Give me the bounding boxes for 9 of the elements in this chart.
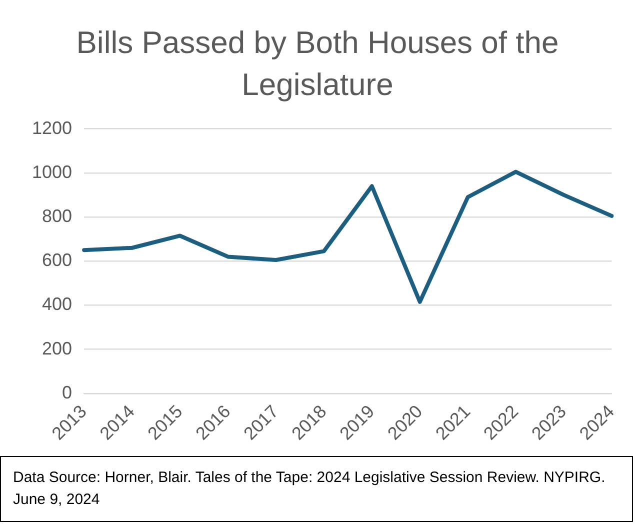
y-tick-label: 800 — [42, 206, 72, 226]
y-tick-label: 200 — [42, 338, 72, 358]
y-tick-label: 400 — [42, 294, 72, 314]
y-tick-label: 600 — [42, 250, 72, 270]
source-note: Data Source: Horner, Blair. Tales of the Tape: 2024 Legislative Session Review. NYPIRG. June 9, 2024 — [13, 468, 606, 510]
y-tick-label: 1200 — [32, 118, 72, 138]
y-tick-label: 1000 — [32, 162, 72, 182]
chart-title: Bills Passed by Both Houses of the Legislature — [75, 24, 560, 104]
y-tick-label: 0 — [62, 382, 72, 402]
